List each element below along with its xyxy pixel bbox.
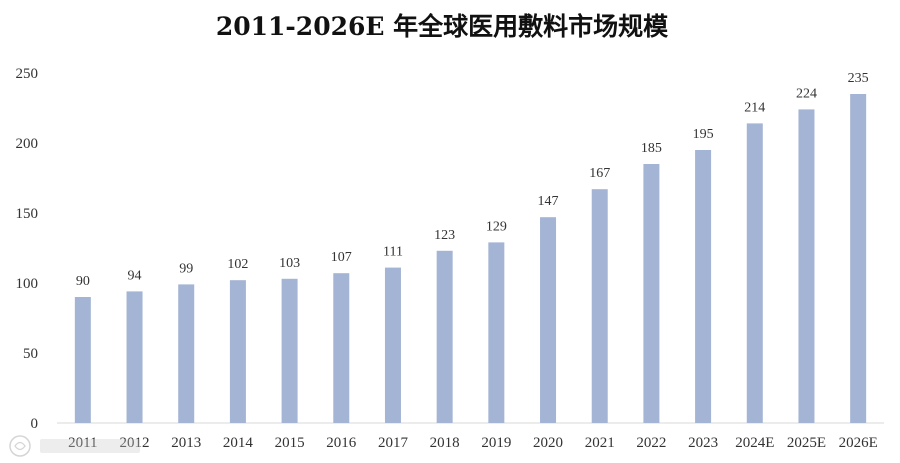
data-label: 103 [279,256,300,271]
bar [488,242,505,423]
x-axis: 2011 2012 2013 2014 2015 2016 2017 2018 2019 2020… [68,435,878,451]
data-label: 129 [486,219,507,234]
bar [643,164,660,423]
y-tick-label: 0 [31,416,39,432]
x-tick-label: 2021 [585,435,615,451]
y-axis: 0 50 100 150 200 250 [16,66,39,432]
bar [229,280,246,423]
x-tick-label: 2020 [533,435,563,451]
x-tick-label: 2011 [68,435,97,451]
bar [591,189,608,423]
x-tick-label: 2014 [223,435,254,451]
data-label: 111 [383,245,403,260]
bar [540,217,557,423]
data-label: 185 [641,141,662,156]
x-tick-label: 2015 [275,435,305,451]
x-tick-label: 2023 [688,435,718,451]
x-tick-label: 2013 [171,435,201,451]
bar [74,297,91,423]
bar [126,291,143,423]
y-tick-label: 50 [23,346,38,362]
data-label: 195 [693,127,714,142]
bar [850,94,867,423]
y-tick-label: 100 [16,276,39,292]
data-label: 90 [76,274,90,289]
data-label: 94 [128,268,142,283]
bar [695,150,712,423]
x-tick-label: 2018 [430,435,460,451]
data-label: 147 [538,194,559,209]
y-tick-label: 200 [16,136,39,152]
x-tick-label: 2012 [120,435,150,451]
data-label: 167 [589,166,610,181]
chart-title: 2011-2026E 年全球医用敷料市场规模 [216,12,669,41]
y-tick-label: 250 [16,66,39,82]
bar [281,278,298,423]
bars [74,94,867,424]
x-tick-label: 2026E [839,435,878,451]
bar [333,273,350,423]
x-tick-label: 2025E [787,435,826,451]
data-label: 123 [434,228,455,243]
data-labels: 90 94 99 102 103 107 111 123 129 147 167 185 195 214 2… [76,71,869,289]
data-label: 102 [227,257,248,272]
data-label: 99 [179,261,193,276]
data-label: 107 [331,250,352,265]
bar [798,109,815,424]
bar [746,123,763,424]
x-tick-label: 2019 [481,435,511,451]
data-label: 214 [744,100,765,115]
data-label: 235 [848,71,869,86]
x-tick-label: 2016 [326,435,357,451]
x-tick-label: 2022 [636,435,666,451]
bar [384,267,401,423]
x-tick-label: 2024E [735,435,774,451]
bar [178,284,195,423]
x-tick-label: 2017 [378,435,409,451]
watermark-logo [9,435,140,457]
bar [436,250,453,423]
data-label: 224 [796,86,817,101]
y-tick-label: 150 [16,206,39,222]
